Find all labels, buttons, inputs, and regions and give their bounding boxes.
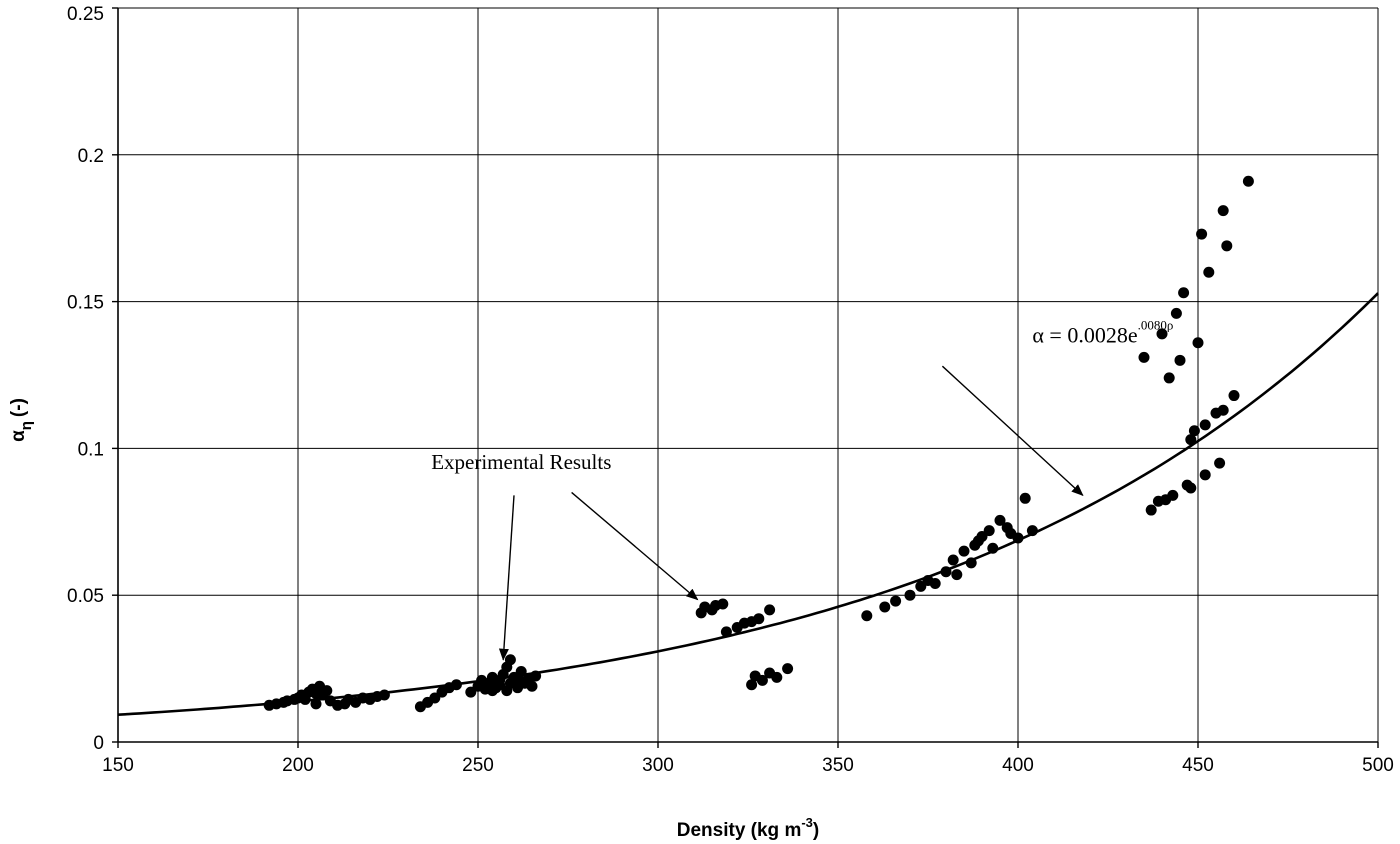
y-tick-label: 0 (93, 733, 104, 754)
data-point (1242, 175, 1254, 187)
data-point (1012, 532, 1024, 544)
data-point (321, 685, 333, 697)
data-point (879, 601, 891, 613)
fit-curve (117, 292, 1379, 716)
data-point (310, 698, 322, 710)
y-tick-label: 0.1 (78, 439, 104, 460)
data-point (994, 514, 1006, 526)
y-tick-label: 0.25 (67, 4, 104, 25)
data-point (958, 545, 970, 557)
data-point (1026, 525, 1038, 537)
data-point (515, 676, 527, 688)
data-point (753, 613, 765, 625)
data-point (890, 595, 902, 607)
data-point (983, 525, 995, 537)
gridlines (118, 7, 1379, 742)
x-tick-label: 150 (102, 755, 134, 776)
data-point (746, 679, 758, 691)
data-point (1163, 372, 1175, 384)
data-point (861, 610, 873, 622)
data-point (526, 680, 538, 692)
data-point (1156, 328, 1168, 340)
data-point (515, 666, 527, 678)
data-point (756, 674, 768, 686)
data-point (1196, 228, 1208, 240)
data-point (1192, 337, 1204, 349)
data-points (263, 175, 1254, 713)
data-point (504, 654, 516, 666)
data-point (1174, 354, 1186, 366)
data-point (940, 566, 952, 578)
y-tick-label: 0.15 (67, 293, 104, 314)
data-point (717, 598, 729, 610)
data-point (494, 679, 506, 691)
data-point (947, 554, 959, 566)
data-point (1145, 504, 1157, 516)
data-point (720, 626, 732, 638)
equation-label: α = 0.0028e.0080ρ (1032, 318, 1173, 348)
data-point (764, 604, 776, 616)
data-point (1185, 482, 1197, 494)
experimental-results-label: Experimental Results (431, 450, 611, 474)
x-tick-label: 250 (462, 755, 494, 776)
x-tick-label: 300 (642, 755, 674, 776)
y-tick-label: 0.2 (78, 146, 104, 167)
data-point (1188, 425, 1200, 437)
data-point (450, 679, 462, 691)
y-axis-title: αη(-) (8, 398, 35, 442)
data-point (1185, 434, 1197, 446)
data-point (965, 557, 977, 569)
data-point (1138, 351, 1150, 363)
x-tick-label: 350 (822, 755, 854, 776)
fit-curve-layer (117, 292, 1379, 716)
y-tick-label: 0.05 (67, 586, 104, 607)
data-point (1217, 205, 1229, 217)
tick-labels: 150 200 250 300 350 400 450 500 0 0.05 0.1 0.15 0.2 0… (67, 4, 1394, 776)
x-tick-label: 400 (1002, 755, 1034, 776)
data-point (1178, 287, 1190, 299)
data-point (1214, 457, 1226, 469)
data-point (1203, 266, 1215, 278)
data-point (1199, 419, 1211, 431)
experimental-results-arrow-left (498, 495, 515, 661)
experimental-results-arrow-right (571, 491, 699, 601)
data-point (1170, 307, 1182, 319)
data-point (530, 670, 542, 682)
data-point (1199, 469, 1211, 481)
x-tick-label: 200 (282, 755, 314, 776)
x-axis-title: Density (kg m-3) (677, 815, 819, 841)
data-point (1228, 390, 1240, 402)
axes (112, 7, 1379, 748)
data-point (1019, 492, 1031, 504)
x-tick-label: 450 (1182, 755, 1214, 776)
data-point (904, 589, 916, 601)
data-point (1217, 404, 1229, 416)
data-point (771, 671, 783, 683)
data-point (951, 569, 963, 581)
equation-arrow (941, 365, 1084, 497)
data-point (1167, 489, 1179, 501)
data-point (929, 577, 941, 589)
data-point (987, 542, 999, 554)
data-point (1221, 240, 1233, 252)
data-point (782, 663, 794, 675)
data-point (378, 689, 390, 701)
x-tick-label: 500 (1362, 755, 1394, 776)
